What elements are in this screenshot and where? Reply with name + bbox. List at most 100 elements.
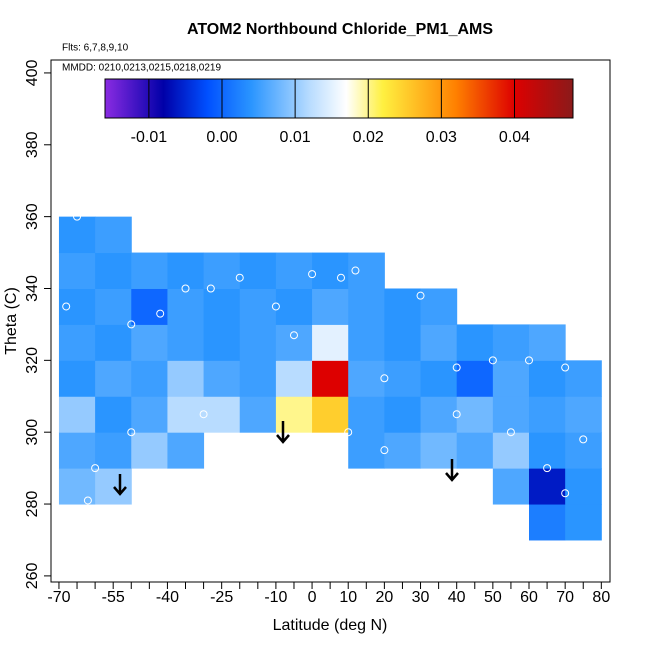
y-tick-label: 320 bbox=[24, 347, 41, 374]
cell bbox=[275, 252, 313, 289]
cell bbox=[348, 432, 385, 469]
cell bbox=[565, 432, 602, 469]
point bbox=[83, 496, 92, 505]
cell bbox=[420, 324, 458, 361]
cell bbox=[384, 360, 422, 397]
colorbar-tick-label: 0.01 bbox=[280, 129, 311, 146]
arrow bbox=[276, 421, 290, 444]
cell bbox=[275, 396, 313, 433]
cell bbox=[565, 504, 602, 541]
point bbox=[156, 309, 165, 318]
point bbox=[73, 212, 82, 221]
point bbox=[416, 291, 425, 300]
point bbox=[91, 464, 100, 473]
colorbar: -0.01 0.00 0.01 0.02 0.03 0.04 bbox=[104, 78, 574, 146]
y-tick-label: 400 bbox=[24, 59, 41, 86]
point bbox=[127, 428, 136, 437]
cell bbox=[167, 432, 205, 469]
cell bbox=[131, 360, 168, 397]
arrow bbox=[445, 459, 459, 482]
cell bbox=[95, 396, 132, 433]
cell bbox=[456, 324, 494, 361]
point bbox=[127, 320, 136, 329]
cell bbox=[58, 468, 96, 505]
point bbox=[561, 363, 570, 372]
point bbox=[344, 428, 353, 437]
cell bbox=[239, 288, 277, 325]
cell bbox=[131, 432, 168, 469]
cell bbox=[348, 288, 385, 325]
cell bbox=[456, 360, 494, 397]
x-tick-label: 40 bbox=[448, 589, 466, 606]
cell bbox=[492, 324, 530, 361]
cell bbox=[58, 216, 96, 254]
cell bbox=[384, 288, 422, 325]
cell bbox=[58, 324, 96, 361]
cell bbox=[529, 360, 566, 397]
point bbox=[199, 410, 208, 419]
point bbox=[380, 374, 389, 383]
y-tick-label: 380 bbox=[24, 131, 41, 158]
cell bbox=[529, 468, 566, 505]
colorbar-tick-label: 0.00 bbox=[206, 129, 237, 146]
cell bbox=[384, 432, 422, 469]
x-tick-label: 30 bbox=[412, 589, 430, 606]
cell bbox=[58, 360, 96, 397]
x-tick-label: 80 bbox=[592, 589, 610, 606]
cell bbox=[167, 396, 205, 433]
x-tick-label: 70 bbox=[556, 589, 574, 606]
cell bbox=[95, 216, 132, 254]
x-axis-label: Latitude (deg N) bbox=[273, 617, 388, 634]
cell bbox=[203, 360, 241, 397]
point bbox=[597, 349, 606, 358]
cell bbox=[312, 396, 349, 433]
y-axis-label: Theta (C) bbox=[3, 287, 20, 355]
cell bbox=[58, 396, 96, 433]
cell bbox=[58, 252, 96, 289]
cell bbox=[420, 360, 458, 397]
cell bbox=[95, 468, 132, 505]
point bbox=[488, 356, 497, 365]
cell bbox=[167, 288, 205, 325]
cell bbox=[203, 252, 241, 289]
cell bbox=[203, 324, 241, 361]
cell bbox=[95, 252, 132, 289]
cell bbox=[312, 252, 349, 289]
cell bbox=[312, 360, 349, 397]
cell bbox=[384, 324, 422, 361]
cell bbox=[456, 396, 494, 433]
point bbox=[543, 464, 552, 473]
point bbox=[271, 302, 280, 311]
x-tick-label: 0 bbox=[308, 589, 317, 606]
cell bbox=[312, 288, 349, 325]
cell bbox=[348, 360, 385, 397]
point bbox=[579, 435, 588, 444]
cell bbox=[275, 288, 313, 325]
point bbox=[470, 474, 479, 483]
cell bbox=[239, 324, 277, 361]
cell bbox=[239, 252, 277, 289]
y-tick-label: 340 bbox=[24, 275, 41, 302]
cell bbox=[492, 396, 530, 433]
x-tick-label: 10 bbox=[339, 589, 357, 606]
cell bbox=[203, 288, 241, 325]
x-tick-label: -40 bbox=[156, 589, 179, 606]
cell bbox=[420, 288, 458, 325]
cell bbox=[456, 432, 494, 469]
x-tick-label: -70 bbox=[47, 589, 70, 606]
y-tick-label: 260 bbox=[24, 562, 41, 589]
cell bbox=[167, 252, 205, 289]
cell bbox=[95, 324, 132, 361]
colorbar-tick-label: 0.03 bbox=[426, 129, 457, 146]
x-tick-label: -10 bbox=[264, 589, 287, 606]
cell bbox=[239, 396, 277, 433]
subtitle: Flts: 6,7,8,9,10 bbox=[62, 43, 129, 54]
cell bbox=[95, 360, 132, 397]
plot-frame bbox=[50, 59, 611, 583]
point bbox=[308, 270, 317, 279]
cell bbox=[529, 324, 566, 361]
cell bbox=[275, 360, 313, 397]
cell bbox=[95, 432, 132, 469]
heatmap bbox=[58, 216, 602, 541]
